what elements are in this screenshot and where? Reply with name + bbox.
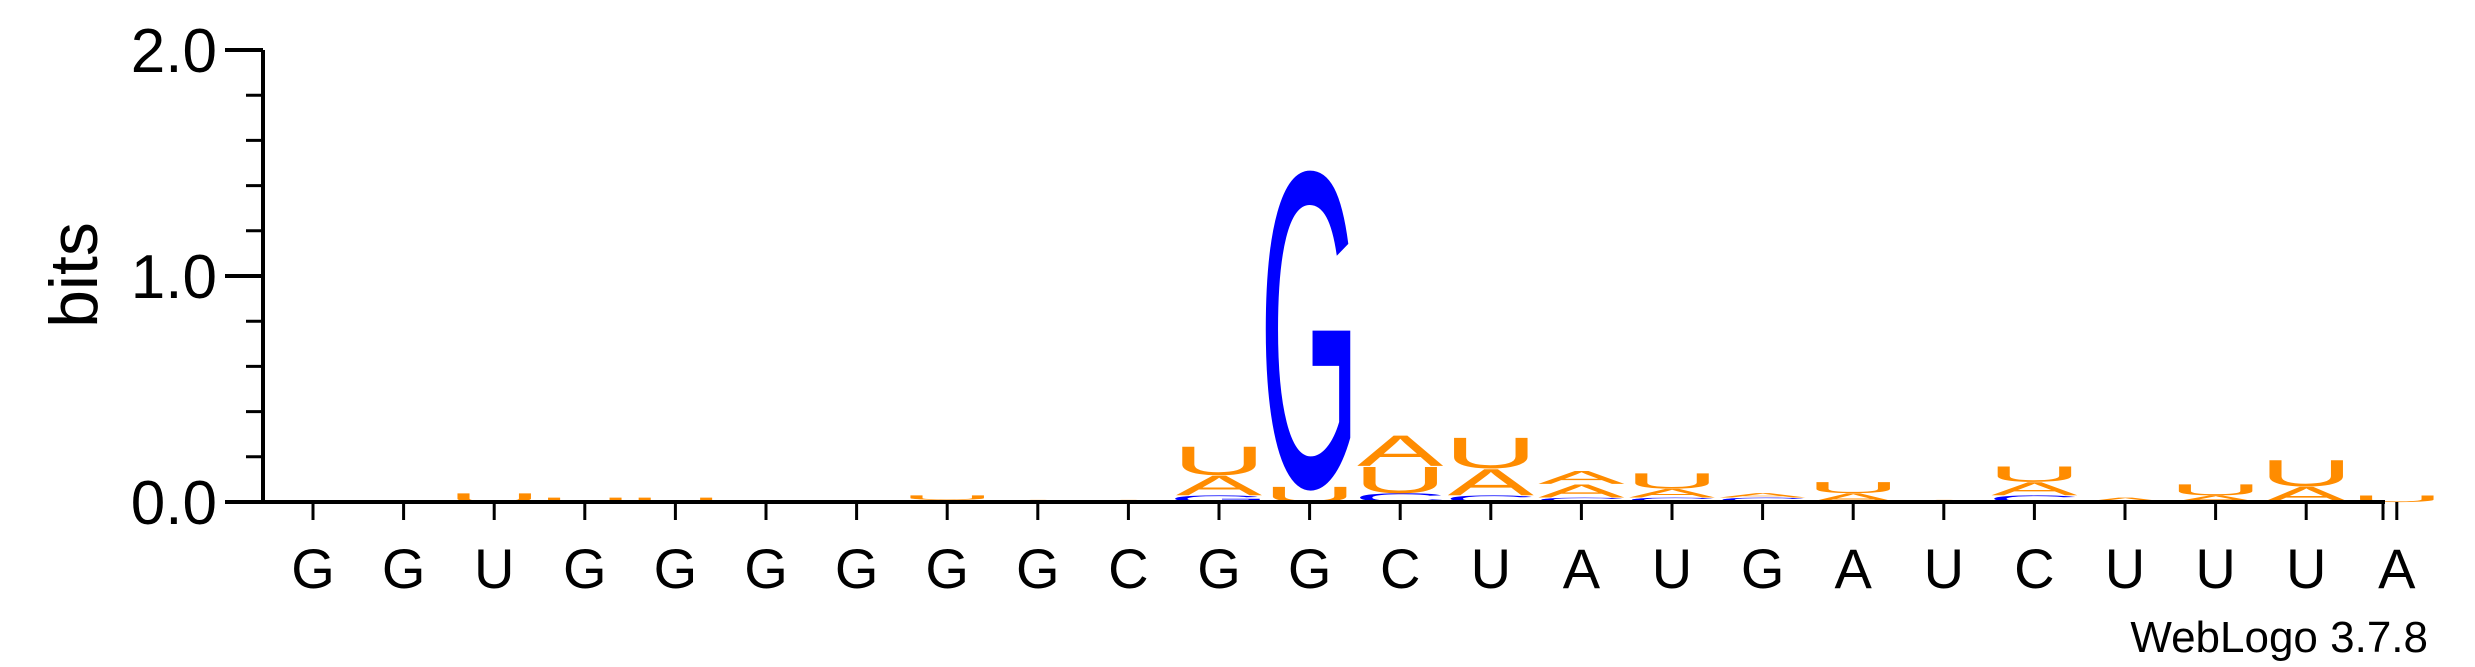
logo-letter-a: A [1538, 467, 1625, 488]
logo-letter-glyph: U [1172, 438, 1265, 484]
logo-letter-a: A [1629, 486, 1716, 500]
x-tick-label: C [2014, 537, 2054, 600]
letter-stacks: UUUAUAAGAUUGCUACAUCAACAUCAAUACAUAAUAUU [447, 78, 2443, 582]
logo-letter-glyph: G [1259, 78, 1360, 582]
x-tick-label: U [1471, 537, 1511, 600]
x-tick-label: G [563, 537, 607, 600]
logo-letter-a: A [1448, 462, 1535, 504]
x-tick-label: G [382, 537, 426, 600]
logo-letter-glyph: A [2172, 494, 2258, 504]
x-tick-label: U [474, 537, 514, 600]
logo-letter-u: U [1353, 459, 1446, 501]
logo-letter-c: C [1625, 496, 1718, 503]
y-axis-ticks: 0.0 1.0 2.0 [131, 17, 263, 538]
logo-letter-glyph: U [1444, 429, 1537, 478]
logo-letter-c: C [1988, 494, 2081, 504]
logo-letter-u: U [2350, 494, 2443, 504]
logo-letter-glyph: A [1357, 427, 1444, 476]
logo-letter-g: G [1169, 494, 1270, 504]
logo-letter-a: A [1991, 478, 2078, 499]
y-tick-label: 1.0 [131, 243, 217, 312]
logo-letter-glyph: A [2082, 496, 2168, 503]
logo-letter-u: U [538, 496, 631, 503]
logo-letter-g: G [1259, 78, 1360, 582]
x-tick-label: A [1563, 537, 1601, 600]
logo-letter-glyph: A [1538, 467, 1625, 488]
logo-letter-glyph: U [2350, 494, 2443, 504]
y-tick-label: 0.0 [131, 469, 217, 538]
logo-letter-glyph: A [1448, 462, 1535, 504]
x-tick-label: U [2286, 537, 2326, 600]
logo-letter-glyph: U [538, 496, 631, 503]
logo-letter-glyph: U [1625, 469, 1718, 494]
x-tick-label: C [1108, 537, 1148, 600]
logo-letter-glyph: U [1353, 459, 1446, 501]
y-axis-label: bits [36, 222, 112, 328]
logo-letter-glyph: C [1444, 494, 1537, 504]
logo-letter-u: U [2169, 481, 2262, 499]
logo-letter-c: C [1535, 496, 1628, 503]
logo-letter-u: U [1172, 438, 1265, 484]
x-tick-label: G [1288, 537, 1332, 600]
x-tick-label: G [1016, 537, 1060, 600]
logo-letter-glyph: U [900, 494, 993, 501]
x-tick-label: G [744, 537, 788, 600]
logo-letter-u: U [629, 496, 722, 503]
logo-letter-u: U [1444, 429, 1537, 478]
logo-letter-u: U [1988, 462, 2081, 487]
logo-letter-c: C [1716, 496, 1809, 503]
logo-letter-a: A [1538, 480, 1625, 501]
x-tick-label: G [1741, 537, 1785, 600]
x-tick-label: U [1652, 537, 1692, 600]
logo-letter-a: A [1357, 427, 1444, 476]
logo-letter-glyph: C [1535, 496, 1628, 503]
logo-letter-glyph: A [1538, 480, 1625, 501]
logo-letter-glyph: C [1625, 496, 1718, 503]
logo-letter-c: C [1444, 494, 1537, 504]
weblogo-credit: WebLogo 3.7.8 [2130, 613, 2428, 662]
y-tick-label: 2.0 [131, 17, 217, 86]
logo-letter-glyph: U [629, 496, 722, 503]
x-tick-label: G [291, 537, 335, 600]
logo-letter-glyph: A [1176, 470, 1263, 502]
x-tick-label: A [1835, 537, 1873, 600]
logo-letter-glyph: A [1629, 486, 1716, 500]
x-tick-label: U [2195, 537, 2235, 600]
logo-letter-glyph: U [1806, 479, 1899, 497]
x-tick-label: A [2378, 537, 2416, 600]
logo-letter-u: U [2259, 453, 2352, 495]
x-tick-label: G [654, 537, 698, 600]
logo-letter-u: U [1625, 469, 1718, 494]
x-tick-label: G [1197, 537, 1241, 600]
logo-letter-u: U [1806, 479, 1899, 497]
logo-letter-u: U [900, 494, 993, 501]
logo-letter-glyph: A [1719, 492, 1805, 499]
x-tick-label: U [1924, 537, 1964, 600]
logo-letter-glyph: U [1988, 462, 2081, 487]
logo-letter-a: A [1719, 492, 1805, 499]
logo-letter-glyph: U [2169, 481, 2262, 499]
logo-letter-glyph: C [1988, 494, 2081, 504]
x-tick-label: G [835, 537, 879, 600]
x-tick-label: G [925, 537, 969, 600]
x-tick-label: C [1380, 537, 1420, 600]
logo-letter-glyph: U [2259, 453, 2352, 495]
logo-letter-glyph: G [1169, 494, 1270, 504]
logo-letter-glyph: A [1991, 478, 2078, 499]
logo-letter-a: A [1176, 470, 1263, 502]
logo-letter-a: A [2172, 494, 2258, 504]
x-tick-label: U [2105, 537, 2145, 600]
logo-letter-glyph: C [1716, 496, 1809, 503]
logo-letter-a: A [2082, 496, 2168, 503]
